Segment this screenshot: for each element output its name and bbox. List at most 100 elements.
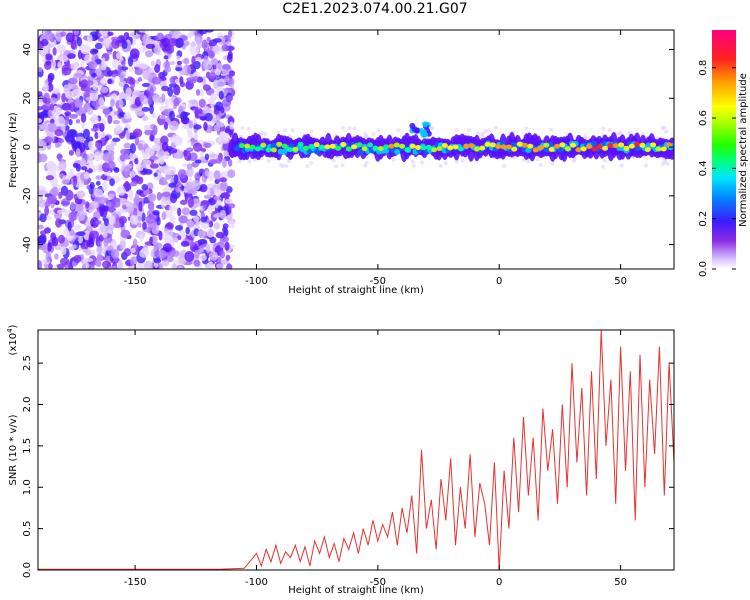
heatmap-cell (75, 119, 81, 124)
heatmap-cell (84, 54, 91, 64)
heatmap-cell (151, 144, 161, 152)
heatmap-cell (110, 140, 117, 147)
spectrogram-y-axis-label: Frequency (Hz) (8, 112, 19, 188)
heatmap-cell (73, 175, 78, 187)
colorbar: 0.0 0.2 0.4 0.6 0.8 Normalized spectral ampl… (698, 30, 749, 277)
heatmap-cell (73, 141, 82, 152)
heatmap-cell (56, 263, 65, 269)
heatmap-cell (47, 122, 58, 133)
heatmap-cell (396, 128, 401, 133)
heatmap-cell (107, 245, 114, 252)
heatmap-cell (443, 161, 448, 166)
spectrogram-y-ticks: -40 -20 0 20 40 (22, 43, 674, 253)
heatmap-cell (125, 129, 130, 141)
heatmap-cell (215, 101, 224, 112)
heatmap-cell (193, 132, 199, 141)
heatmap-cell (129, 77, 136, 85)
heatmap-cell (123, 166, 131, 176)
heatmap-cell (172, 237, 179, 243)
heatmap-cell (139, 63, 148, 70)
heatmap-cell (493, 125, 498, 130)
heatmap-cell (308, 144, 315, 150)
x-tick-label: -150 (124, 577, 147, 588)
spectrogram-heatmap (38, 30, 674, 269)
heatmap-cell (158, 180, 169, 186)
heatmap-cell (90, 217, 100, 229)
heatmap-cell (157, 249, 167, 260)
heatmap-cell (38, 234, 47, 245)
heatmap-cell (44, 201, 51, 208)
heatmap-cell (655, 146, 662, 152)
heatmap-cell (467, 128, 472, 133)
y-tick-label: 2.5 (22, 355, 33, 371)
heatmap-cell (141, 159, 152, 169)
heatmap-cell (137, 111, 145, 116)
heatmap-cell (634, 141, 641, 147)
heatmap-cell (639, 142, 646, 148)
heatmap-cell (221, 191, 231, 199)
heatmap-cell (167, 165, 177, 176)
heatmap-cell (180, 111, 188, 121)
heatmap-cell (80, 243, 89, 250)
heatmap-cell (153, 172, 158, 177)
heatmap-cell (161, 93, 166, 103)
heatmap-cell (94, 151, 102, 162)
heatmap-cell (168, 60, 176, 65)
heatmap-cell (281, 143, 288, 149)
heatmap-cell (66, 53, 76, 59)
x-tick-label: -50 (370, 577, 386, 588)
heatmap-cell (163, 121, 169, 131)
heatmap-cell (90, 127, 99, 132)
heatmap-cell (229, 70, 236, 77)
heatmap-cell (128, 66, 134, 73)
heatmap-cell (65, 90, 74, 99)
heatmap-cell (222, 223, 229, 229)
heatmap-cell (313, 142, 320, 148)
spectrogram-x-axis-label: Height of straight line (km) (288, 285, 424, 296)
heatmap-cell (113, 167, 120, 173)
heatmap-cell (94, 142, 102, 149)
heatmap-cell (154, 63, 161, 73)
y-tick-label: 1.0 (22, 479, 33, 495)
heatmap-cell (119, 153, 126, 162)
heatmap-cell (204, 153, 210, 161)
heatmap-cell (110, 38, 121, 49)
heatmap-cell (292, 146, 299, 152)
heatmap-cell (51, 236, 59, 247)
heatmap-cell (83, 103, 89, 111)
heatmap-cell (173, 139, 183, 147)
heatmap-cell (129, 142, 136, 154)
heatmap-cell (94, 188, 104, 198)
heatmap-cell (153, 43, 161, 55)
heatmap-cell (454, 128, 459, 133)
heatmap-cell (100, 64, 107, 71)
heatmap-cell (586, 144, 593, 150)
heatmap-cell (94, 131, 99, 140)
heatmap-cell (188, 99, 198, 105)
heatmap-cell (97, 131, 106, 138)
heatmap-cell (193, 259, 201, 267)
heatmap-cell (63, 55, 68, 62)
heatmap-cell (49, 209, 55, 216)
snr-scale-exponent: 4 (6, 328, 14, 333)
heatmap-cell (111, 36, 120, 41)
heatmap-cell (144, 50, 153, 58)
heatmap-cell (166, 256, 174, 263)
heatmap-cell (286, 147, 293, 153)
heatmap-cell (61, 67, 72, 76)
heatmap-cell (179, 199, 188, 205)
heatmap-cell (210, 58, 219, 66)
heatmap-cell (602, 158, 607, 163)
heatmap-cell (115, 197, 121, 203)
heatmap-cell (51, 186, 59, 198)
y-tick-label: 40 (22, 43, 33, 56)
heatmap-cell (201, 39, 208, 50)
heatmap-cell (612, 143, 619, 149)
colorbar-ticks: 0.0 0.2 0.4 0.6 0.8 (698, 60, 736, 277)
heatmap-cell (80, 158, 86, 167)
heatmap-cell (129, 151, 136, 162)
heatmap-cell (161, 211, 167, 221)
heatmap-cell (192, 75, 199, 82)
heatmap-cell (102, 260, 111, 269)
heatmap-cell (129, 48, 140, 59)
